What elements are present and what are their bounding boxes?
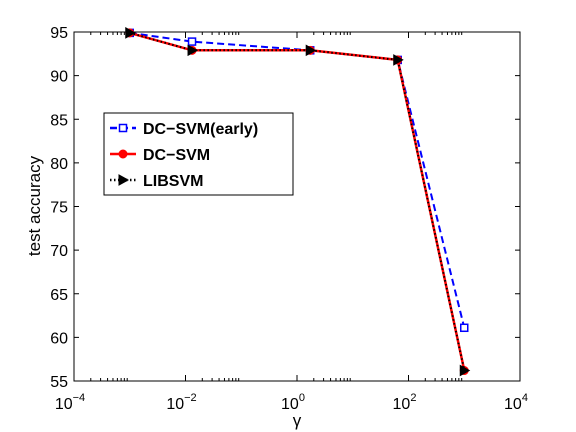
x-tick-base: 10 bbox=[504, 396, 522, 413]
data-point bbox=[125, 27, 136, 39]
plot-area bbox=[73, 31, 521, 382]
y-tick-label: 90 bbox=[50, 69, 68, 86]
x-tick-base: 10 bbox=[166, 396, 184, 413]
y-tick-label: 60 bbox=[50, 330, 68, 347]
legend: DC−SVM(early) DC−SVM LIBSVM bbox=[103, 112, 294, 196]
x-axis-label: γ bbox=[293, 411, 302, 430]
legend-marker bbox=[118, 123, 128, 133]
x-tick-label: 10−2 bbox=[166, 392, 196, 413]
y-tick-label: 80 bbox=[50, 156, 68, 173]
y-tick-label: 95 bbox=[50, 25, 68, 42]
y-tick-label: 55 bbox=[50, 374, 68, 391]
series-line bbox=[129, 31, 466, 371]
x-tick-exponent: −4 bbox=[73, 392, 86, 404]
x-tick-exponent: 4 bbox=[522, 392, 528, 404]
data-point bbox=[460, 323, 469, 333]
series-layer bbox=[125, 27, 471, 377]
x-tick-base: 10 bbox=[55, 396, 73, 413]
x-tick-base: 10 bbox=[281, 396, 299, 413]
x-tick-exponent: 2 bbox=[410, 392, 416, 404]
y-tick-label: 85 bbox=[50, 112, 68, 129]
x-tick-label: 100 bbox=[281, 392, 305, 413]
x-tick-label: 104 bbox=[504, 392, 528, 413]
data-point bbox=[393, 54, 404, 66]
data-point bbox=[459, 364, 471, 377]
data-point bbox=[305, 44, 317, 57]
data-point bbox=[187, 44, 199, 57]
legend-label: LIBSVM bbox=[143, 173, 203, 190]
y-axis-label: test accuracy bbox=[25, 155, 44, 256]
legend-marker bbox=[118, 174, 130, 186]
y-tick-label: 70 bbox=[50, 243, 68, 260]
data-point bbox=[187, 37, 197, 46]
y-tick-label: 75 bbox=[50, 200, 68, 217]
legend-marker bbox=[118, 149, 128, 159]
x-tick-label: 10−4 bbox=[55, 392, 85, 413]
legend-label: DC−SVM(early) bbox=[143, 121, 258, 138]
x-tick-exponent: 0 bbox=[299, 392, 305, 404]
x-tick-label: 102 bbox=[393, 392, 417, 413]
x-tick-base: 10 bbox=[393, 396, 411, 413]
legend-label: DC−SVM bbox=[143, 147, 210, 164]
series-2 bbox=[125, 27, 471, 377]
y-tick-label: 65 bbox=[50, 287, 68, 304]
x-tick-exponent: −2 bbox=[184, 392, 197, 404]
